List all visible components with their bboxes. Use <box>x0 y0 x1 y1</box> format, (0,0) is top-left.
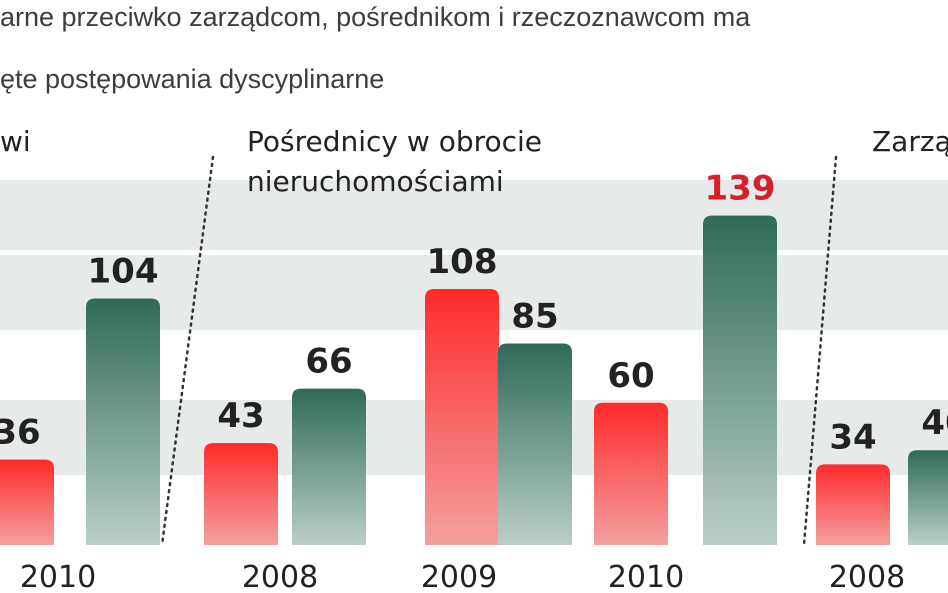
value-label: 34 <box>829 417 876 457</box>
bar-green <box>703 215 777 545</box>
value-label: 108 <box>427 242 498 282</box>
value-label: 66 <box>305 342 352 382</box>
bar-red <box>594 402 668 545</box>
chart-title: arne przeciwko zarządcom, pośrednikom i … <box>0 2 751 32</box>
section-title: nieruchomościami <box>247 165 504 198</box>
year-label: 2010 <box>20 560 96 593</box>
value-label: 40 <box>921 403 948 443</box>
background-band <box>0 180 948 250</box>
bar-green <box>498 343 572 545</box>
bar-red <box>816 464 890 545</box>
bars <box>0 215 948 545</box>
section-title: wi <box>0 125 31 158</box>
value-label: 85 <box>511 297 558 337</box>
section-divider <box>802 155 838 547</box>
section-divider <box>160 155 215 547</box>
chart-subtitle: ęte postępowania dyscyplinarne <box>0 64 385 94</box>
section-title: Pośrednicy w obrocie <box>247 125 542 158</box>
bar-green <box>292 388 366 545</box>
year-labels: 2010 2008 2009 2010 2008 <box>20 560 905 593</box>
value-label: 139 <box>705 169 776 209</box>
section-dividers <box>160 155 838 547</box>
section-title: Zarzą <box>872 125 948 158</box>
section-titles: wi Pośrednicy w obrocie nieruchomościami Za… <box>0 125 948 198</box>
value-label: 60 <box>607 356 654 396</box>
year-label: 2008 <box>829 560 905 593</box>
value-label: 104 <box>88 252 159 292</box>
value-label: 43 <box>217 396 264 436</box>
bar-green <box>908 450 948 545</box>
value-labels: 36 104 43 66 108 85 60 139 34 40 <box>0 169 948 458</box>
bar-green <box>86 298 160 545</box>
bar-red <box>0 459 54 545</box>
bar-red <box>204 443 278 545</box>
year-label: 2009 <box>421 560 497 593</box>
bar-red <box>425 289 499 545</box>
year-label: 2010 <box>608 560 684 593</box>
value-label: 36 <box>0 413 41 453</box>
year-label: 2008 <box>242 560 318 593</box>
